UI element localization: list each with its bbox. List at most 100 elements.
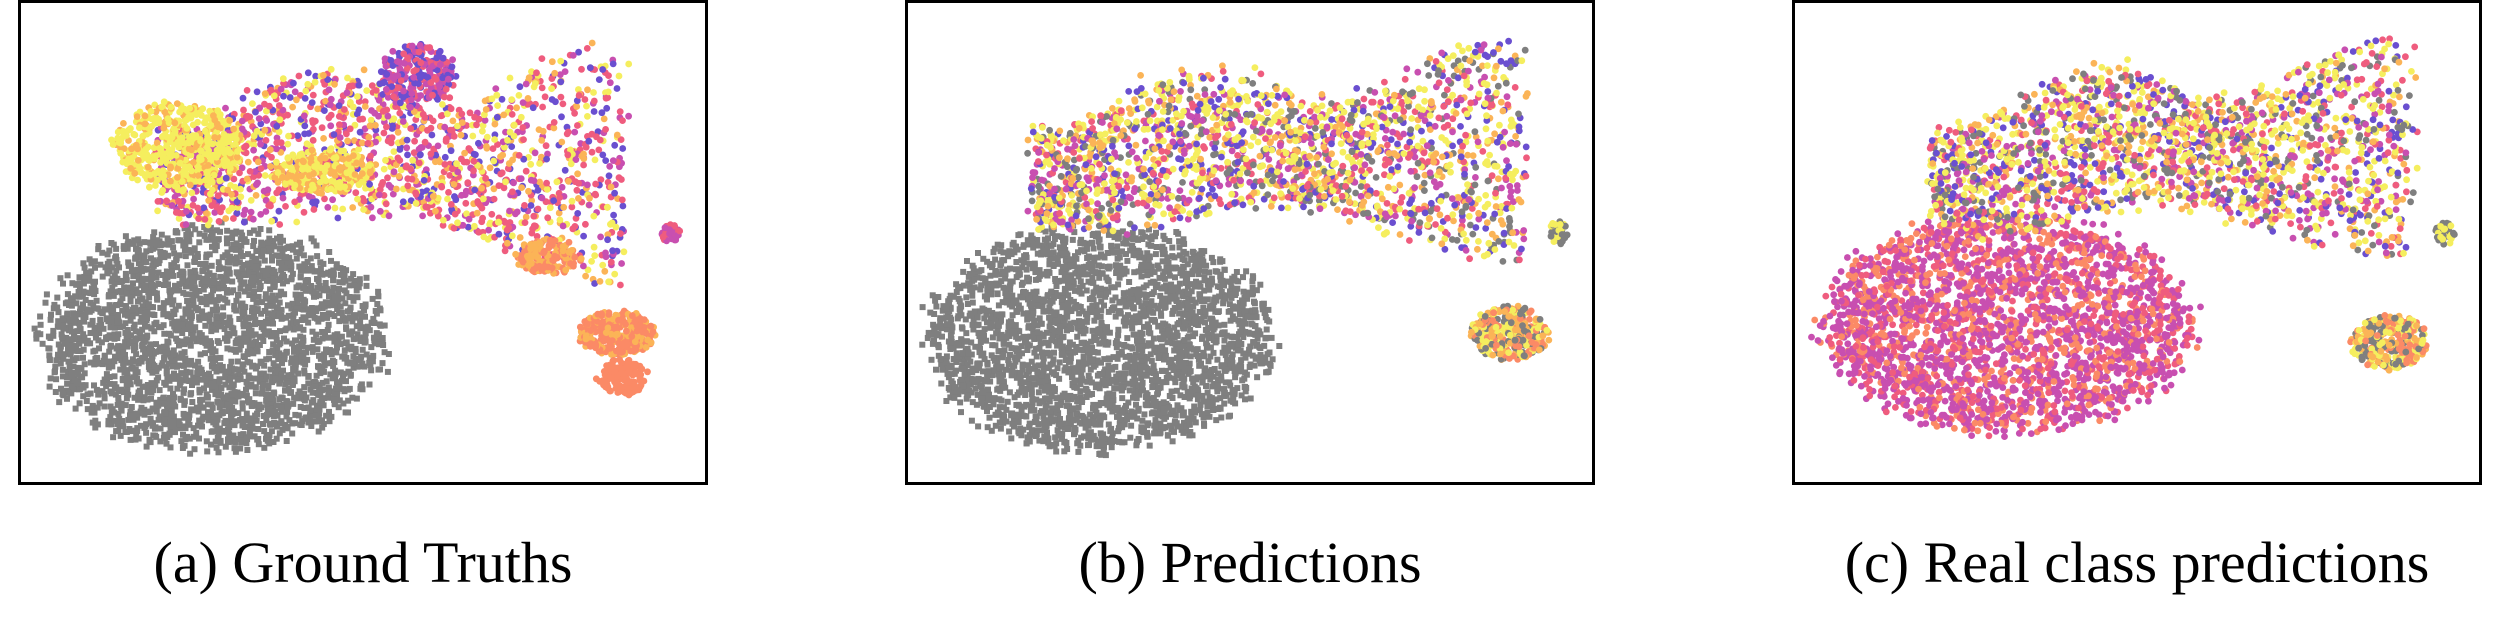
scatter-point	[533, 69, 540, 77]
scatter-point	[58, 331, 65, 338]
scatter-point	[99, 273, 106, 280]
scatter-point	[200, 286, 207, 293]
scatter-point	[182, 283, 189, 290]
scatter-point	[177, 395, 184, 402]
scatter-point	[243, 410, 250, 417]
scatter-point	[412, 200, 420, 207]
scatter-point	[603, 104, 611, 112]
scatter-point	[404, 151, 411, 159]
scatter-point	[109, 284, 116, 291]
scatter-point	[334, 298, 340, 305]
scatter-point	[221, 427, 228, 434]
scatter-point	[308, 99, 316, 106]
scatter-point	[420, 177, 428, 184]
scatter-point	[39, 340, 46, 347]
scatter-point	[155, 269, 162, 276]
scatter-point	[397, 77, 405, 84]
scatter-point	[212, 357, 218, 363]
scatter-point	[369, 358, 376, 365]
scatter-point	[241, 288, 248, 295]
scatter-point	[136, 357, 143, 364]
scatter-point	[509, 188, 516, 196]
scatter-point	[239, 405, 246, 412]
scatter-point	[148, 115, 156, 123]
scatter-point	[250, 350, 257, 357]
scatter-point	[490, 185, 498, 193]
scatter-point	[269, 253, 275, 260]
scatter-point	[308, 423, 315, 429]
scatter-point	[249, 304, 256, 311]
scatter-point	[485, 226, 492, 234]
scatter-point	[427, 79, 435, 86]
scatter-point	[408, 90, 416, 97]
scatter-point	[67, 295, 74, 302]
scatter-point	[293, 218, 301, 226]
scatter-point	[300, 314, 307, 321]
scatter-point	[495, 230, 503, 238]
scatter-point	[427, 84, 435, 92]
scatter-point	[167, 332, 174, 339]
scatter-point	[504, 239, 511, 247]
scatter-point	[268, 153, 275, 161]
scatter-point	[448, 126, 456, 134]
scatter-point	[590, 97, 598, 105]
scatter-point	[100, 357, 107, 364]
scatter-point	[273, 189, 281, 197]
scatter-point	[157, 304, 164, 311]
scatter-point	[354, 355, 361, 362]
scatter-point	[309, 307, 316, 314]
scatter-point	[618, 176, 625, 183]
scatter-point	[447, 147, 455, 155]
scatter-point	[334, 344, 340, 351]
scatter-point	[156, 348, 163, 355]
scatter-point	[114, 260, 121, 267]
scatter-point	[169, 320, 176, 327]
scatter-point	[390, 115, 398, 123]
scatter-point	[226, 270, 233, 277]
scatter-point	[168, 202, 176, 209]
scatter-point	[365, 323, 371, 330]
scatter-point	[262, 196, 270, 204]
scatter-point	[166, 394, 173, 401]
scatter-point	[445, 189, 452, 196]
point-cluster	[376, 40, 460, 111]
scatter-point	[244, 112, 252, 120]
scatter-point	[567, 160, 575, 168]
scatter-point	[149, 268, 156, 275]
scatter-point	[230, 373, 237, 380]
scatter-point	[590, 212, 598, 220]
scatter-point	[276, 396, 283, 403]
scatter-point	[357, 310, 364, 317]
scatter-point	[163, 133, 170, 141]
scatter-point	[55, 309, 62, 316]
scatter-point	[247, 331, 254, 338]
scatter-point	[115, 331, 122, 338]
scatter-point	[490, 157, 498, 165]
scatter-point	[196, 314, 203, 321]
scatter-point	[167, 385, 174, 392]
scatter-point	[312, 72, 320, 80]
scatter-point	[170, 125, 178, 132]
scatter-point	[248, 381, 255, 388]
scatter-point	[367, 116, 375, 124]
scatter-point	[60, 352, 67, 359]
scatter-point	[298, 422, 305, 428]
scatter-point	[241, 206, 249, 214]
scatter-point	[469, 132, 477, 140]
scatter-point	[198, 376, 205, 383]
scatter-point	[142, 151, 150, 159]
scatter-point	[76, 338, 83, 345]
scatter-point	[237, 445, 244, 452]
scatter-point	[580, 232, 587, 240]
scatter-point	[185, 247, 192, 253]
scatter-point	[225, 437, 232, 443]
scatter-point	[192, 226, 199, 233]
scatter-point	[618, 196, 626, 204]
scatter-point	[501, 143, 508, 151]
scatter-point	[160, 322, 167, 329]
scatter-point	[436, 82, 443, 90]
scatter-point	[222, 374, 229, 381]
scatter-point	[494, 218, 502, 226]
scatter-point	[269, 267, 276, 273]
scatter-point	[409, 156, 417, 164]
